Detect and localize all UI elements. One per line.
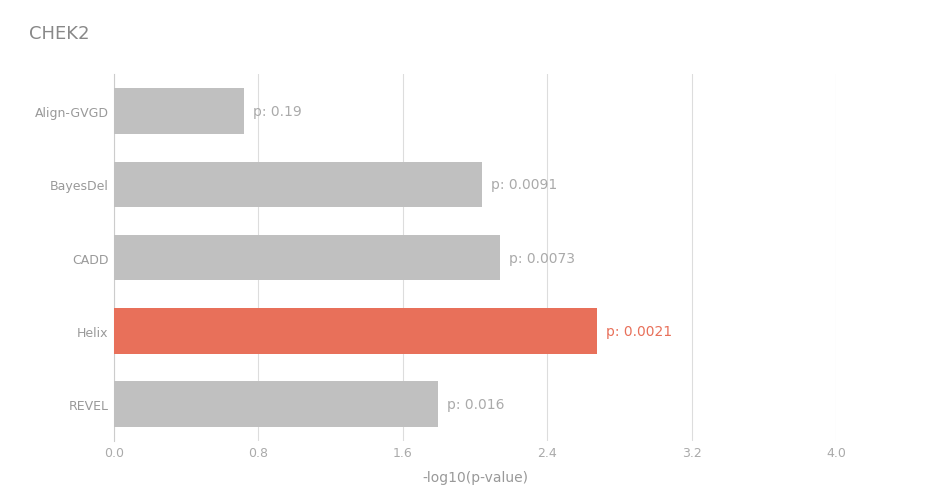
Text: CHEK2: CHEK2 xyxy=(28,25,89,43)
Text: p: 0.19: p: 0.19 xyxy=(254,105,302,119)
Bar xyxy=(114,309,598,354)
Bar xyxy=(114,162,483,207)
Text: p: 0.0091: p: 0.0091 xyxy=(491,178,558,192)
Bar xyxy=(114,235,500,281)
Bar xyxy=(114,382,438,427)
Text: p: 0.0021: p: 0.0021 xyxy=(606,324,673,338)
Text: p: 0.0073: p: 0.0073 xyxy=(508,251,575,265)
Bar xyxy=(114,89,244,134)
Text: p: 0.016: p: 0.016 xyxy=(447,397,504,411)
X-axis label: -log10(p-value): -log10(p-value) xyxy=(422,470,528,484)
